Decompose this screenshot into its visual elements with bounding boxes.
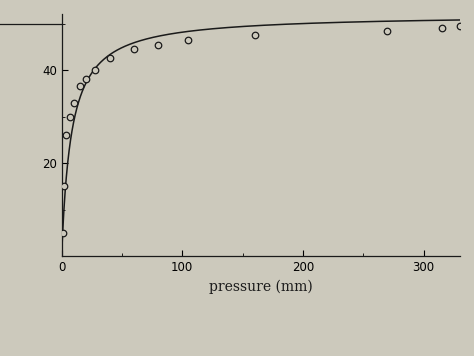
Point: [155, 42, 162, 47]
Point: [60, 184, 68, 189]
Point: [66, 114, 74, 120]
Point: [82, 77, 90, 82]
Point: [438, 25, 446, 31]
Point: [76, 84, 83, 89]
Point: [63, 132, 70, 138]
Point: [456, 23, 464, 29]
X-axis label: pressure (mm): pressure (mm): [209, 280, 312, 294]
Point: [106, 56, 114, 61]
Point: [184, 37, 192, 43]
Point: [59, 230, 67, 236]
Point: [91, 67, 99, 73]
Point: [130, 46, 138, 52]
Point: [70, 100, 77, 105]
Point: [251, 32, 258, 38]
Point: [383, 28, 391, 33]
